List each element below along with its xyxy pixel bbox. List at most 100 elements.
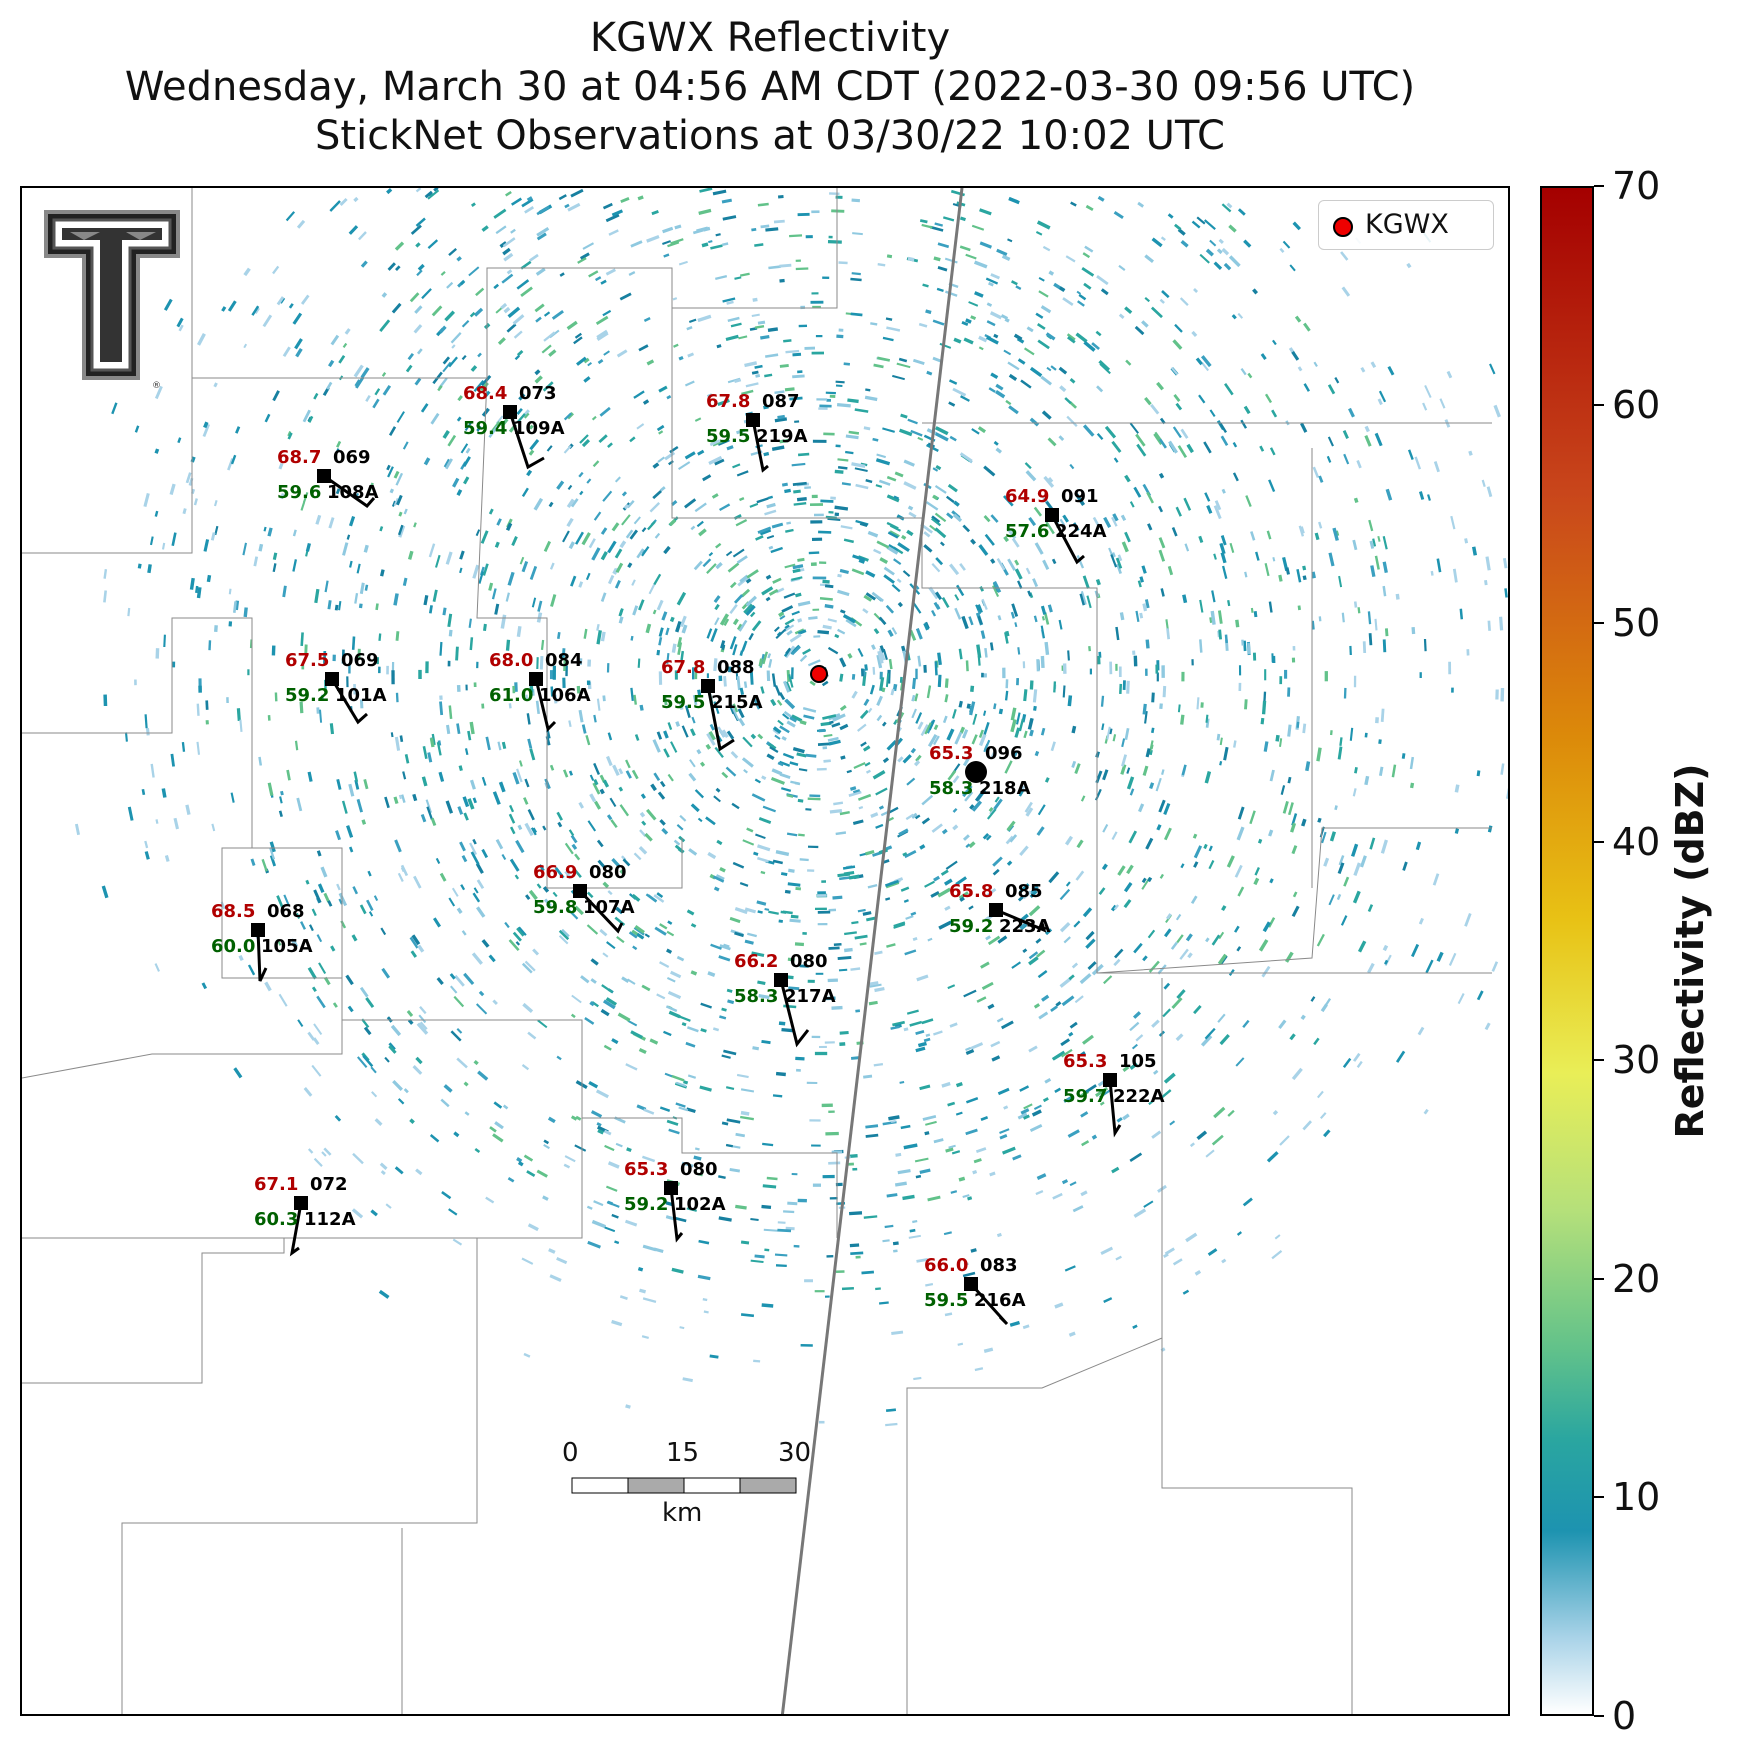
reflectivity-echo [760, 224, 770, 229]
reflectivity-echo [1205, 248, 1214, 257]
reflectivity-echo [1493, 404, 1501, 418]
reflectivity-echo [794, 942, 805, 947]
reflectivity-echo [599, 406, 611, 417]
reflectivity-echo [942, 216, 955, 222]
reflectivity-echo [886, 494, 900, 503]
reflectivity-echo [1272, 339, 1277, 346]
reflectivity-echo [831, 209, 845, 213]
reflectivity-echo [926, 685, 932, 699]
reflectivity-echo [359, 699, 364, 709]
reflectivity-echo [1185, 933, 1193, 942]
reflectivity-echo [959, 216, 966, 222]
reflectivity-echo [851, 198, 861, 203]
reflectivity-echo [432, 589, 438, 602]
reflectivity-echo [917, 436, 924, 441]
reflectivity-echo [386, 464, 391, 471]
reflectivity-echo [398, 525, 406, 538]
reflectivity-echo [1071, 725, 1077, 734]
reflectivity-echo [789, 918, 801, 923]
reflectivity-echo [402, 577, 408, 587]
reflectivity-echo [993, 440, 999, 446]
reflectivity-echo [488, 582, 494, 591]
reflectivity-echo [681, 725, 689, 738]
reflectivity-echo [988, 281, 994, 287]
reflectivity-echo [269, 855, 277, 867]
reflectivity-echo [295, 348, 303, 358]
reflectivity-echo [338, 892, 348, 907]
reflectivity-echo [170, 753, 175, 767]
reflectivity-echo [379, 526, 384, 532]
reflectivity-echo [393, 796, 399, 805]
reflectivity-echo [921, 1018, 934, 1025]
reflectivity-echo [473, 379, 485, 392]
reflectivity-echo [570, 498, 579, 508]
reflectivity-echo [367, 482, 374, 494]
reflectivity-echo [578, 801, 585, 809]
reflectivity-echo [1103, 1297, 1113, 1303]
reflectivity-echo [697, 817, 703, 823]
reflectivity-echo [1102, 769, 1109, 781]
reflectivity-echo [359, 904, 367, 915]
reflectivity-echo [732, 463, 741, 469]
reflectivity-echo [1338, 855, 1345, 866]
reflectivity-echo [579, 490, 584, 496]
reflectivity-echo [428, 543, 436, 558]
station-marker-222A [1103, 1073, 1117, 1087]
reflectivity-echo [1158, 505, 1164, 513]
reflectivity-echo [876, 540, 890, 549]
reflectivity-echo [346, 534, 351, 540]
reflectivity-echo [696, 749, 702, 755]
reflectivity-echo [784, 624, 791, 630]
reflectivity-echo [473, 1059, 479, 1066]
radar-map[interactable]: 68.4 073 59.4 109A 67.8 087 59.5 219A 68.7 069 59.… [20, 186, 1510, 1716]
reflectivity-echo [768, 265, 781, 270]
reflectivity-echo [988, 807, 994, 812]
reflectivity-echo [992, 856, 1003, 867]
reflectivity-echo [1242, 1197, 1253, 1207]
reflectivity-echo [1017, 1112, 1028, 1120]
reflectivity-echo [787, 1201, 798, 1206]
reflectivity-echo [791, 610, 800, 616]
reflectivity-echo [742, 839, 755, 846]
reflectivity-echo [889, 530, 900, 538]
large-station-marker [965, 761, 987, 783]
reflectivity-echo [768, 588, 779, 596]
reflectivity-echo [754, 778, 761, 784]
reflectivity-echo [420, 403, 429, 413]
reflectivity-echo [774, 1253, 788, 1257]
reflectivity-echo [1221, 247, 1230, 256]
reflectivity-echo [625, 1404, 631, 1409]
reflectivity-echo [1020, 379, 1032, 389]
reflectivity-echo [715, 787, 721, 793]
reflectivity-echo [407, 1019, 414, 1025]
reflectivity-echo [348, 783, 355, 797]
reflectivity-echo [394, 1166, 404, 1175]
reflectivity-echo [602, 695, 606, 702]
reflectivity-echo [213, 500, 218, 507]
reflectivity-echo [1369, 540, 1375, 549]
reflectivity-echo [706, 393, 713, 398]
reflectivity-echo [785, 349, 800, 354]
reflectivity-echo [966, 703, 971, 709]
reflectivity-echo [617, 1012, 631, 1022]
station-id-216A: 216A [974, 1290, 1026, 1311]
reflectivity-echo [1175, 913, 1182, 921]
reflectivity-echo [1168, 440, 1178, 454]
reflectivity-echo [1034, 542, 1044, 555]
reflectivity-echo [903, 1143, 918, 1150]
reflectivity-echo [475, 287, 485, 297]
reflectivity-echo [619, 292, 632, 301]
reflectivity-echo [792, 481, 807, 486]
reflectivity-echo [697, 1172, 703, 1177]
reflectivity-echo [755, 535, 764, 541]
reflectivity-echo [646, 234, 660, 243]
reflectivity-echo [1163, 803, 1171, 815]
reflectivity-echo [415, 217, 426, 227]
reflectivity-echo [456, 907, 463, 914]
reflectivity-echo [593, 1200, 604, 1207]
reflectivity-echo [757, 526, 772, 534]
reflectivity-echo [885, 1408, 897, 1412]
reflectivity-echo [747, 932, 757, 938]
reflectivity-echo [1129, 788, 1135, 796]
station-id-222A: 222A [1113, 1086, 1165, 1107]
